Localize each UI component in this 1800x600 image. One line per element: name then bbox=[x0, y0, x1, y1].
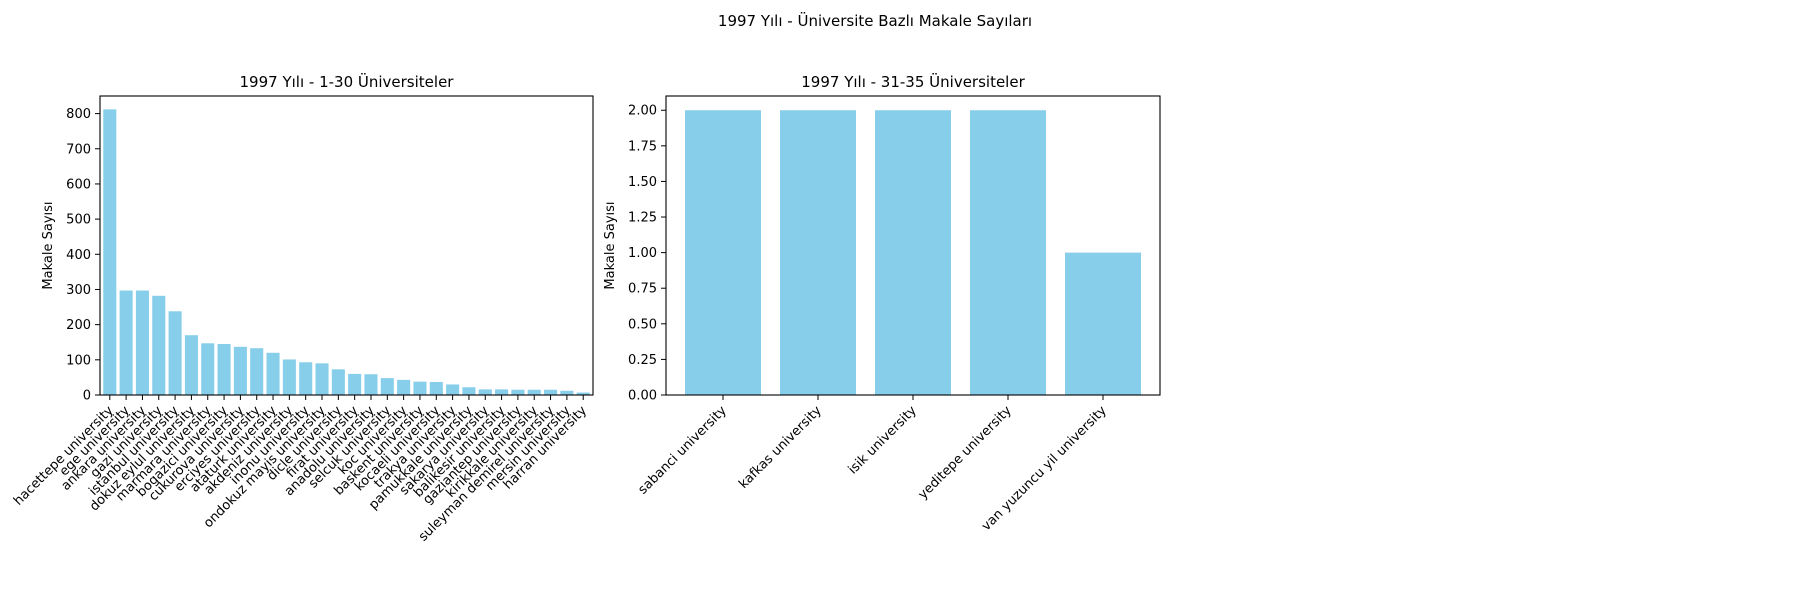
bar-sabanci-university bbox=[685, 110, 761, 395]
y-tick-label: 500 bbox=[66, 213, 91, 228]
chart-left-1-30: 1997 Yılı - 1-30 Üniversiteler 0 100 200 300… bbox=[11, 72, 594, 545]
bar-van-yuzuncu-yil-university bbox=[1065, 252, 1141, 395]
bar-gaziantep-university bbox=[511, 389, 525, 395]
y-axis-label: Makale Sayısı bbox=[41, 201, 56, 289]
y-tick-label: 0.75 bbox=[628, 282, 657, 297]
bar-hacettepe-university bbox=[103, 109, 117, 395]
bar-marmara-university bbox=[201, 343, 215, 395]
bar-kirikkale-university bbox=[527, 389, 541, 395]
y-tick-label: 0 bbox=[83, 389, 91, 404]
bar-sakarya-university bbox=[478, 389, 492, 395]
bar-yeditepe-university bbox=[970, 110, 1046, 395]
bar-anadolu-university bbox=[364, 374, 378, 395]
chart-title: 1997 Yılı - 31-35 Üniversiteler bbox=[801, 72, 1025, 91]
y-tick-label: 2.00 bbox=[628, 104, 657, 119]
bar-ataturk-university bbox=[266, 352, 280, 395]
y-tick-label: 700 bbox=[66, 142, 91, 157]
y-tick-label: 0.00 bbox=[628, 389, 657, 404]
y-axis-label: Makale Sayısı bbox=[603, 201, 618, 289]
bar-akdeniz-university bbox=[282, 359, 296, 395]
bar-suleyman-demirel-university bbox=[544, 389, 558, 395]
bar-dicle-university bbox=[331, 369, 345, 395]
bar-erciyes-university bbox=[250, 348, 264, 395]
y-tick-label: 300 bbox=[66, 283, 91, 298]
y-tick-label: 100 bbox=[66, 353, 91, 368]
bar-kocaeli-university bbox=[429, 381, 443, 395]
y-tick-label: 1.75 bbox=[628, 139, 657, 154]
y-tick-label: 1.50 bbox=[628, 175, 657, 190]
y-tick-label: 800 bbox=[66, 107, 91, 122]
bar-isik-university bbox=[875, 110, 951, 395]
y-tick-label: 1.25 bbox=[628, 211, 657, 226]
bar-trakya-university bbox=[446, 384, 460, 395]
bar-koc-university bbox=[397, 379, 411, 395]
chart-right-31-35: 1997 Yılı - 31-35 Üniversiteler 0.00 0.25 0… bbox=[603, 72, 1161, 534]
bar-cukurova-university bbox=[233, 346, 247, 395]
x-tick-label: isik university bbox=[846, 403, 920, 477]
figure-title: 1997 Yılı - Üniversite Bazlı Makale Sayı… bbox=[718, 11, 1032, 30]
bar-baskent-university bbox=[413, 381, 427, 395]
bar-gazi-university bbox=[152, 295, 166, 395]
x-tick-label: yeditepe university bbox=[916, 403, 1015, 502]
bar-pamukkale-university bbox=[462, 387, 476, 395]
y-tick-label: 0.25 bbox=[628, 353, 657, 368]
bar-ankara-university bbox=[135, 290, 149, 395]
bar-istanbul-university bbox=[168, 311, 182, 395]
y-tick-label: 0.50 bbox=[628, 317, 657, 332]
bar-dokuz-eylul-university bbox=[184, 335, 198, 395]
x-tick-label: sabanci university bbox=[636, 403, 731, 498]
bar-kafkas-university bbox=[780, 110, 856, 395]
bar-inonu-university bbox=[299, 362, 313, 395]
bar-harran-university bbox=[576, 392, 590, 395]
axes-frame bbox=[99, 95, 594, 396]
x-tick-label: kafkas university bbox=[736, 403, 825, 492]
y-tick-label: 1.00 bbox=[628, 246, 657, 261]
bar-mersin-university bbox=[560, 390, 574, 395]
bar-balikesir-university bbox=[495, 389, 509, 395]
bar-ege-university bbox=[119, 290, 133, 395]
y-tick-label: 400 bbox=[66, 248, 91, 263]
bar-bogazici-university bbox=[217, 343, 231, 395]
bar-selcuk-university bbox=[380, 378, 394, 395]
bar-ondokuz-mayis-university bbox=[315, 363, 329, 395]
chart-title: 1997 Yılı - 1-30 Üniversiteler bbox=[240, 72, 455, 91]
y-tick-label: 600 bbox=[66, 177, 91, 192]
y-tick-label: 200 bbox=[66, 318, 91, 333]
bar-firat-university bbox=[348, 373, 362, 395]
